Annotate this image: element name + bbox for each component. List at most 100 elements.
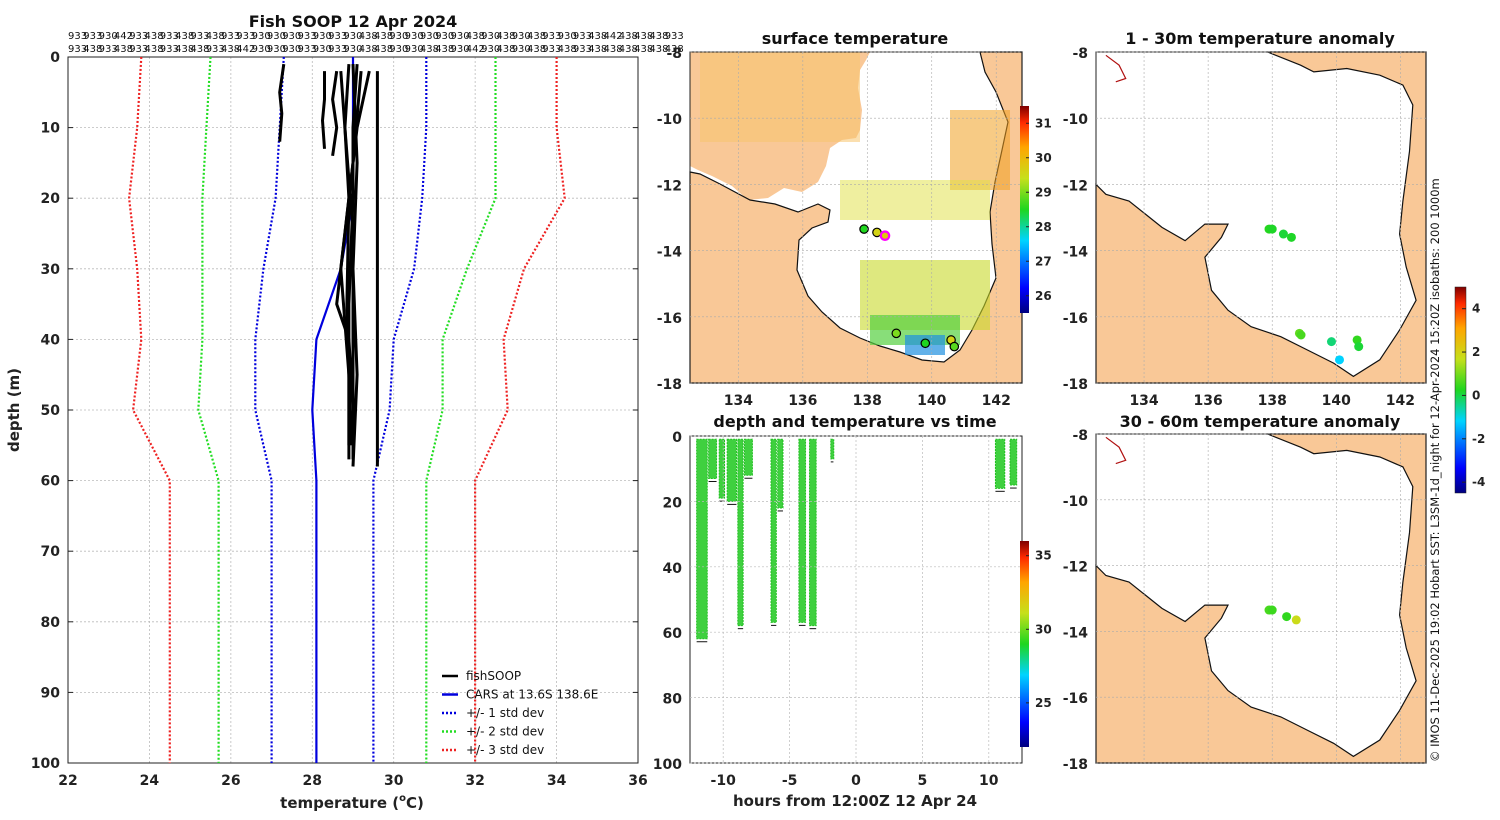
anomaly-shallow-point — [1278, 229, 1288, 239]
profile-xtick: 32 — [465, 773, 484, 789]
map-ytick: -14 — [657, 245, 683, 261]
profile-header-id: 438 — [634, 44, 653, 55]
anomaly-shallow-point — [1267, 224, 1277, 234]
fish-profiles — [278, 63, 379, 467]
profile-xtick: 24 — [140, 773, 160, 789]
td-cast — [770, 438, 777, 623]
profile-header-id: 930 — [481, 44, 500, 55]
map-xtick: 140 — [1322, 393, 1351, 409]
sst-panel: surface temperature 134 136 138 140 142 -8 -10… — [657, 29, 1052, 409]
profile-header-id: 438 — [619, 31, 638, 42]
profile-header-id: 933 — [83, 31, 102, 42]
profile-header-id: 438 — [83, 44, 102, 55]
profile-header-id: 933 — [665, 31, 684, 42]
fish-profile-line — [331, 70, 339, 157]
td-cast — [798, 438, 807, 623]
profile-header-id: 933 — [573, 44, 592, 55]
td-cb-tick: 30 — [1035, 622, 1052, 636]
td-cast — [1009, 438, 1018, 486]
profile-ytick: 30 — [41, 262, 61, 278]
profile-header-id: 930 — [512, 44, 531, 55]
sst-station-marker — [891, 328, 902, 339]
map-ytick: -16 — [657, 311, 682, 327]
td-cast — [726, 438, 737, 502]
td-cast — [718, 438, 726, 499]
map-ytick: -8 — [1072, 46, 1088, 62]
anomaly-shallow-ticks: 134 136 138 140 142 -8 -10 -12 -14 -16 -18 — [1063, 46, 1426, 409]
profile-header-id: 438 — [145, 44, 164, 55]
sst-station-marker — [859, 224, 869, 234]
profile-header-id: 933 — [573, 31, 592, 42]
anom-cb-tick: -2 — [1472, 432, 1485, 446]
profile-header-id: 438 — [634, 31, 653, 42]
sst-colorbar — [1020, 106, 1029, 313]
anomaly-shallow-points — [1264, 224, 1364, 365]
sst-ticks: 134 136 138 140 142 -8 -10 -12 -14 -16 -18 — [657, 46, 1022, 409]
profile-xlabel: temperature (oC) — [280, 793, 424, 812]
profile-ytick: 40 — [41, 332, 61, 348]
profile-header-id: 930 — [313, 44, 332, 55]
map-ytick: -18 — [657, 377, 682, 393]
profile-header-id: 930 — [420, 31, 439, 42]
sst-land-left — [689, 51, 1023, 384]
map-ytick: -10 — [1063, 494, 1089, 510]
anomaly-deep-point — [1267, 605, 1277, 615]
legend-label: +/- 3 std dev — [466, 743, 544, 757]
profile-header-id: 930 — [252, 31, 271, 42]
anomaly-shallow-point — [1334, 355, 1344, 365]
profile-header-id: 933 — [298, 44, 317, 55]
profile-header-id: 438 — [649, 31, 668, 42]
td-cast — [809, 438, 817, 627]
profile-header-id: 933 — [68, 31, 87, 42]
profile-header-id: 438 — [420, 44, 439, 55]
profile-header-id: 438 — [114, 44, 133, 55]
anomaly-deep-ticks: -8 -10 -12 -14 -16 -18 — [1063, 428, 1426, 773]
profile-series-line — [254, 56, 285, 763]
profile-header-id: 930 — [451, 44, 470, 55]
td-ytick: 60 — [663, 626, 683, 642]
profile-header-id: 438 — [435, 44, 454, 55]
profile-series-line — [197, 56, 220, 763]
td-cb-tick: 35 — [1035, 549, 1052, 563]
td-ytick: 20 — [663, 495, 683, 511]
td-xtick: -5 — [782, 773, 798, 789]
map-ytick: -16 — [1063, 311, 1088, 327]
map-xtick: 138 — [1258, 393, 1287, 409]
anomaly-deep-panel: 30 - 60m temperature anomaly -8 -10 -12 -14… — [1063, 412, 1427, 773]
time-depth-xlabel: hours from 12:00Z 12 Apr 24 — [733, 792, 977, 810]
profile-ytick: 10 — [41, 121, 61, 137]
sst-cb-tick: 26 — [1035, 289, 1052, 303]
profile-header-id: 933 — [190, 31, 209, 42]
profile-header-id: 442 — [466, 44, 485, 55]
profile-header-id: 438 — [588, 31, 607, 42]
map-xtick: 136 — [1194, 393, 1223, 409]
sst-cb-tick: 31 — [1035, 116, 1052, 130]
sst-cb-tick: 29 — [1035, 185, 1052, 199]
map-xtick: 134 — [1129, 393, 1158, 409]
sst-station-marker — [949, 341, 960, 352]
profile-header-id: 930 — [558, 31, 577, 42]
anomaly-deep-map — [1095, 433, 1427, 764]
time-depth-casts — [696, 438, 1018, 643]
legend-label: +/- 1 std dev — [466, 706, 544, 720]
profile-header-id: 930 — [405, 44, 424, 55]
profile-ytick: 50 — [41, 403, 61, 419]
anomaly-deep-points — [1264, 605, 1301, 625]
map-ytick: -8 — [666, 46, 682, 62]
profile-xtick: 22 — [58, 773, 77, 789]
profile-header-id: 933 — [160, 31, 179, 42]
profile-header-id: 438 — [374, 44, 393, 55]
anom-cb-tick: 4 — [1472, 302, 1480, 316]
legend-label: CARS at 13.6S 138.6E — [466, 688, 598, 702]
profile-header-id: 438 — [527, 31, 546, 42]
sst-cb-tick: 30 — [1035, 151, 1052, 165]
profile-ytick: 0 — [50, 50, 60, 66]
profile-header-id: 933 — [221, 31, 240, 42]
sst-colorbar-ticks: 26 27 28 29 30 31 — [1026, 116, 1052, 303]
map-ytick: -16 — [1063, 691, 1088, 707]
map-xtick: 140 — [917, 393, 946, 409]
profile-header-id: 442 — [604, 31, 623, 42]
anomaly-shallow-point — [1296, 330, 1306, 340]
time-depth-colorbar-ticks: 25 30 35 — [1026, 549, 1052, 710]
